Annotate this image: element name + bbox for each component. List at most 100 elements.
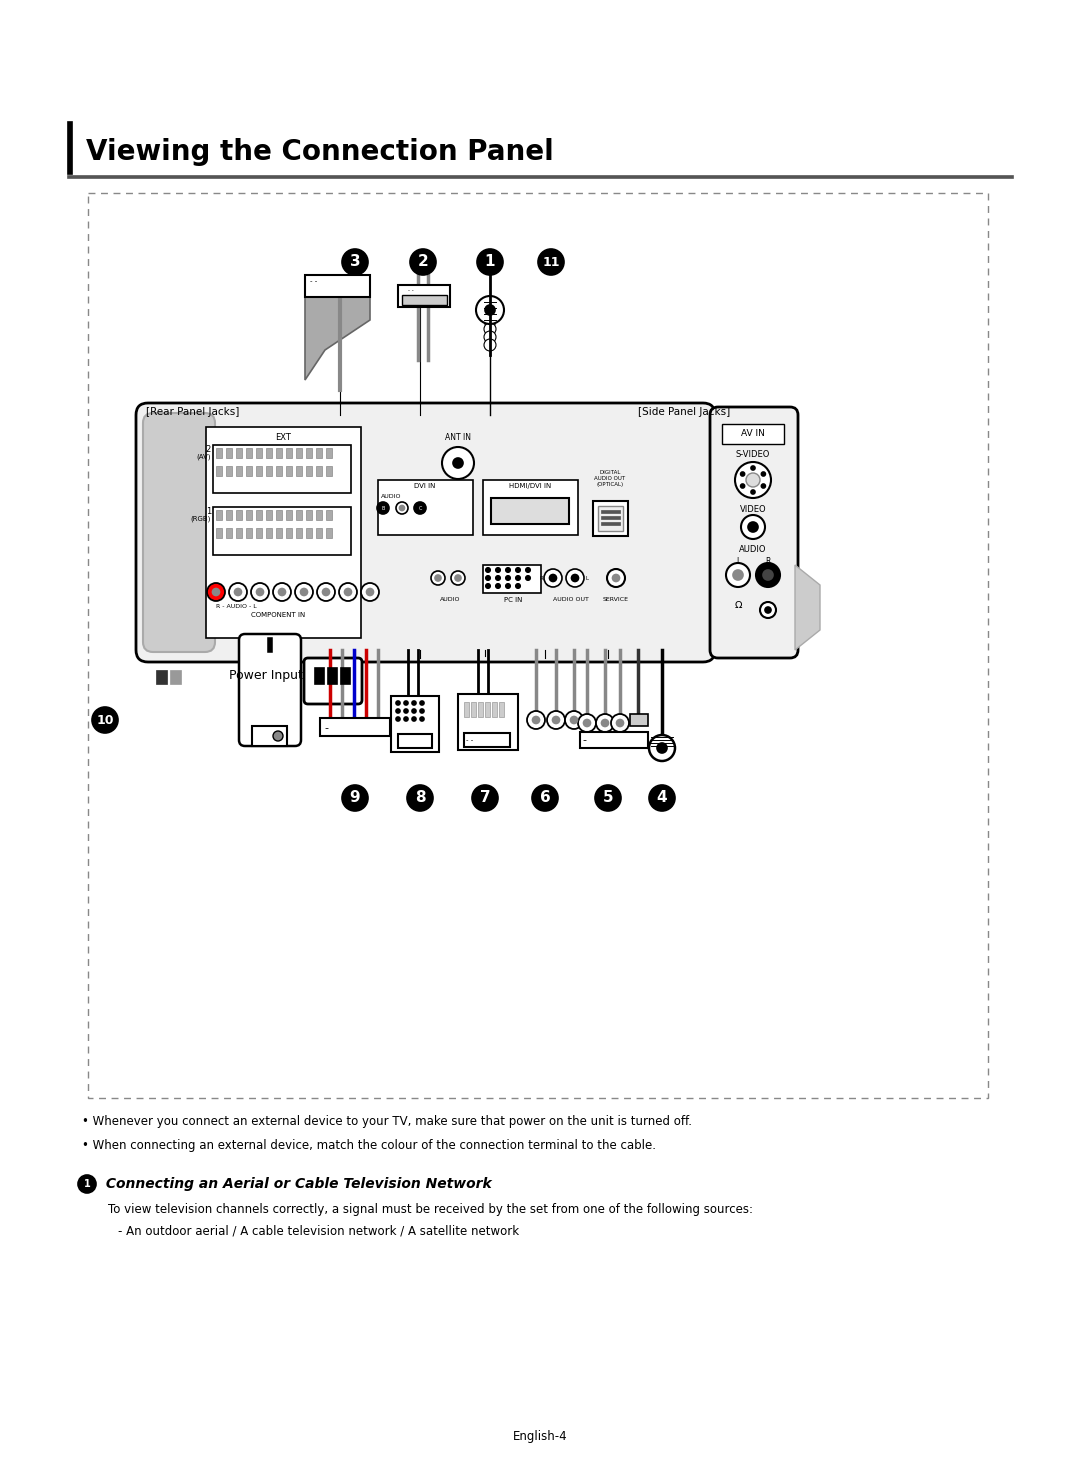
Bar [316, 449, 322, 458]
Circle shape [273, 583, 291, 601]
Bar [306, 511, 312, 520]
Bar [296, 466, 302, 475]
Circle shape [516, 584, 521, 589]
Bar [246, 449, 252, 458]
Bar [216, 449, 222, 458]
Bar [68, 123, 72, 174]
Text: AUDIO: AUDIO [440, 596, 460, 602]
FancyBboxPatch shape [206, 427, 361, 638]
Circle shape [455, 576, 461, 582]
Circle shape [756, 562, 780, 587]
Polygon shape [795, 565, 820, 649]
Text: To view television channels correctly, a signal must be received by the set from: To view television channels correctly, a… [108, 1203, 753, 1216]
Bar [237, 466, 242, 475]
Text: SERVICE: SERVICE [603, 596, 629, 602]
Circle shape [396, 708, 400, 713]
Bar [276, 528, 282, 537]
Bar [256, 528, 262, 537]
Bar [499, 703, 504, 717]
Circle shape [741, 472, 744, 475]
Bar [326, 466, 332, 475]
Bar [246, 528, 252, 537]
Text: S-VIDEO: S-VIDEO [735, 450, 770, 459]
FancyBboxPatch shape [252, 726, 287, 745]
Text: English-4: English-4 [513, 1430, 567, 1444]
Circle shape [484, 323, 496, 335]
Bar [326, 449, 332, 458]
Circle shape [442, 447, 474, 480]
FancyBboxPatch shape [239, 635, 301, 745]
Bar [328, 669, 337, 683]
Bar [471, 703, 476, 717]
Bar [286, 511, 292, 520]
Circle shape [484, 314, 496, 328]
Text: B: B [381, 505, 384, 511]
FancyBboxPatch shape [593, 500, 627, 536]
Circle shape [78, 1175, 96, 1193]
Circle shape [420, 701, 424, 706]
Circle shape [213, 589, 219, 595]
FancyBboxPatch shape [630, 714, 648, 726]
Circle shape [484, 307, 496, 319]
Text: - -: - - [465, 737, 473, 742]
Circle shape [583, 719, 591, 726]
Circle shape [92, 707, 118, 734]
FancyBboxPatch shape [305, 275, 370, 297]
Circle shape [486, 576, 490, 580]
Text: DIGITAL
AUDIO OUT
(OPTICAL): DIGITAL AUDIO OUT (OPTICAL) [594, 469, 625, 487]
Bar [306, 466, 312, 475]
Circle shape [532, 716, 540, 723]
Bar [326, 511, 332, 520]
Circle shape [496, 584, 500, 589]
Circle shape [396, 502, 408, 514]
Bar [237, 528, 242, 537]
Bar [316, 511, 322, 520]
Circle shape [484, 331, 496, 342]
Circle shape [486, 568, 490, 573]
Circle shape [527, 711, 545, 729]
Circle shape [318, 583, 335, 601]
Circle shape [396, 701, 400, 706]
Circle shape [486, 584, 490, 589]
Bar [326, 528, 332, 537]
Text: R - AUDIO - L: R - AUDIO - L [216, 604, 257, 610]
Bar [316, 528, 322, 537]
Circle shape [404, 701, 408, 706]
Text: DVI IN: DVI IN [415, 483, 435, 489]
Circle shape [544, 570, 562, 587]
Bar [237, 449, 242, 458]
Text: -: - [582, 735, 586, 745]
Bar [226, 466, 232, 475]
Circle shape [207, 583, 225, 601]
Bar [266, 528, 272, 537]
Text: HDMI/DVI IN: HDMI/DVI IN [509, 483, 551, 489]
Text: L: L [735, 556, 740, 565]
Circle shape [649, 735, 675, 762]
Bar [226, 449, 232, 458]
FancyBboxPatch shape [491, 497, 569, 524]
Text: 2: 2 [206, 444, 211, 455]
Bar [266, 449, 272, 458]
Circle shape [400, 505, 405, 511]
Circle shape [414, 502, 426, 514]
FancyBboxPatch shape [303, 658, 362, 704]
Circle shape [485, 306, 495, 314]
Text: • When connecting an external device, match the colour of the connection termina: • When connecting an external device, ma… [82, 1139, 656, 1151]
Circle shape [602, 719, 608, 726]
Circle shape [496, 568, 500, 573]
Circle shape [496, 576, 500, 580]
Bar [276, 511, 282, 520]
Bar [256, 466, 262, 475]
Bar [266, 511, 272, 520]
Text: R: R [539, 577, 543, 582]
Circle shape [565, 711, 583, 729]
Circle shape [726, 562, 750, 587]
Bar [237, 511, 242, 520]
Circle shape [484, 339, 496, 351]
Bar [341, 669, 350, 683]
Text: 11: 11 [542, 255, 559, 269]
Text: VIDEO: VIDEO [740, 505, 767, 514]
Circle shape [595, 785, 621, 810]
Text: AUDIO: AUDIO [739, 545, 767, 554]
Bar [216, 511, 222, 520]
